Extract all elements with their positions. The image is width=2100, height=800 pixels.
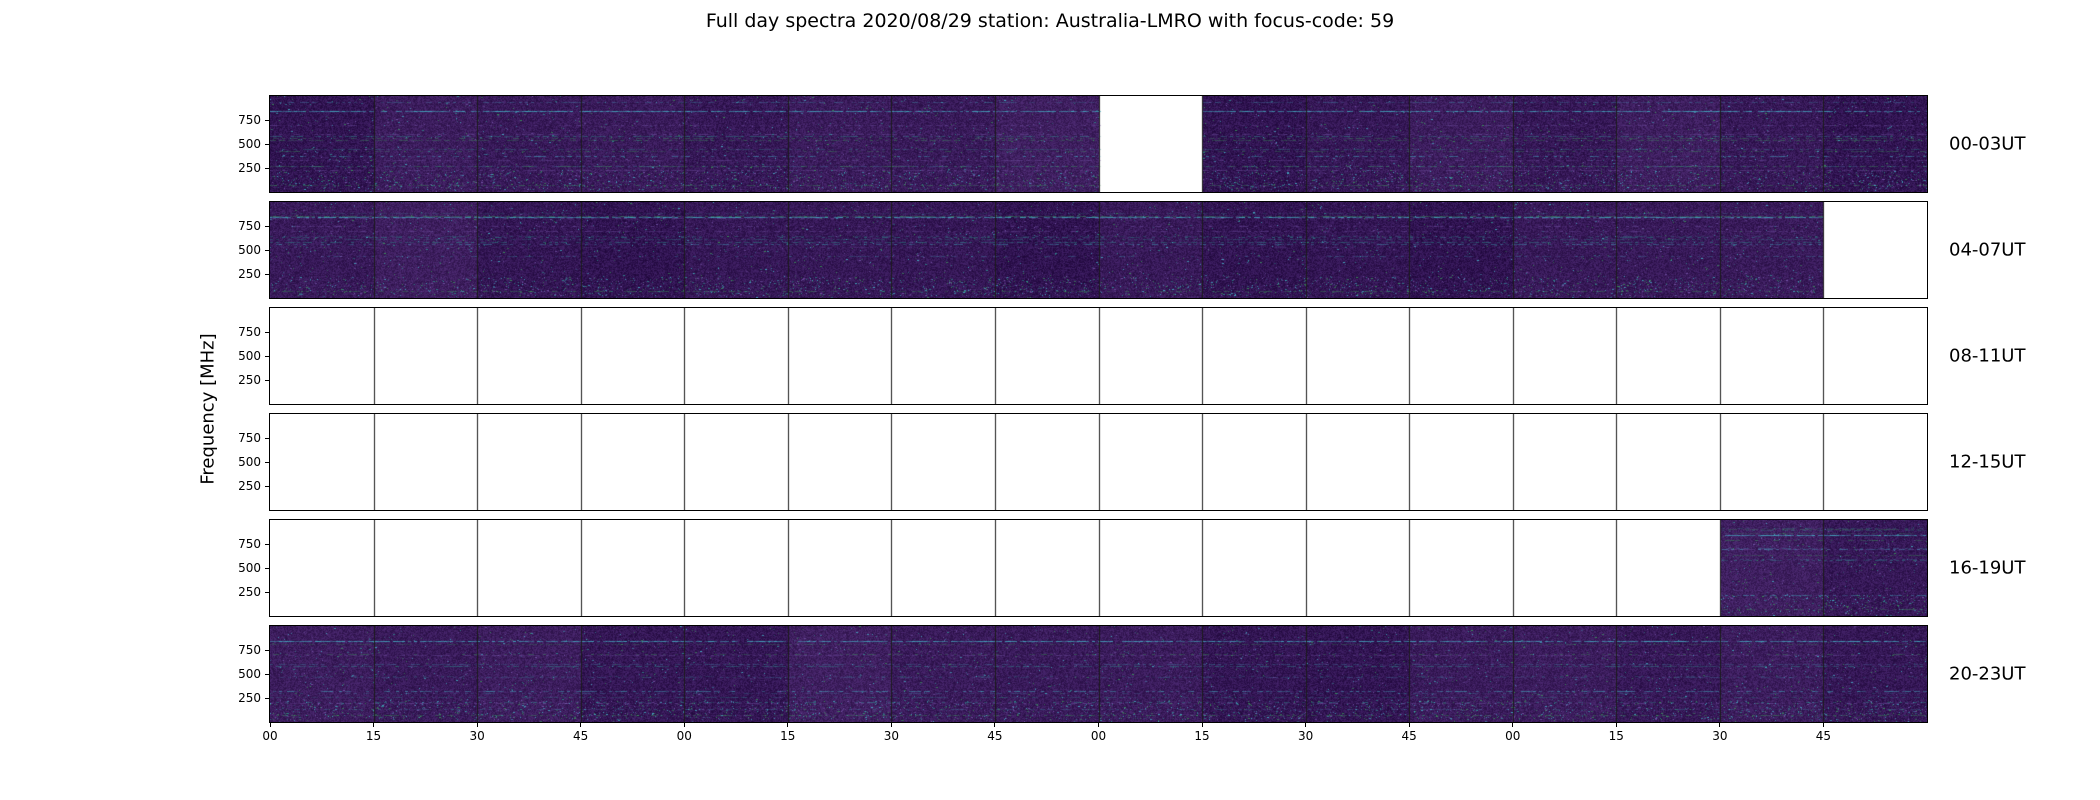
y-tick-mark <box>265 119 269 121</box>
x-tick-mark <box>269 723 271 727</box>
y-tick-label: 500 <box>238 137 261 151</box>
panel-time-label: 20-23UT <box>1949 663 2026 685</box>
chart-title: Full day spectra 2020/08/29 station: Aus… <box>705 10 1395 32</box>
spectrogram-canvas <box>270 520 1927 616</box>
spectra-panel-04-07ut: 750 500 250 04-07UT <box>238 201 2025 299</box>
y-tick-label: 250 <box>238 161 261 175</box>
panel-time-label: 08-11UT <box>1949 345 2026 367</box>
x-tick-mark <box>890 723 892 727</box>
x-tick-mark <box>1615 723 1617 727</box>
y-tick-label: 500 <box>238 667 261 681</box>
spectrogram-canvas <box>270 626 1927 722</box>
x-tick-label: 45 <box>573 729 589 743</box>
spectrogram-canvas <box>270 96 1927 192</box>
x-tick-label: 00 <box>676 729 692 743</box>
x-tick-label: 15 <box>365 729 382 743</box>
panel-time-label: 04-07UT <box>1949 239 2026 261</box>
spectra-panel-12-15ut: 750 500 250 12-15UT <box>238 413 2025 511</box>
x-tick-mark <box>1305 723 1307 727</box>
x-tick-mark <box>1512 723 1514 727</box>
x-tick-label: 15 <box>1194 729 1210 743</box>
y-tick-mark <box>265 225 269 227</box>
y-tick-mark <box>265 567 269 569</box>
panel-time-label: 00-03UT <box>1949 133 2026 155</box>
x-tick-label: 30 <box>883 729 900 743</box>
x-tick-mark <box>994 723 996 727</box>
y-tick-mark <box>265 273 269 275</box>
y-tick-mark <box>265 167 269 169</box>
x-tick-mark <box>1098 723 1099 727</box>
y-tick-label: 250 <box>238 373 261 387</box>
x-tick-mark <box>373 723 375 727</box>
y-tick-mark <box>265 649 269 651</box>
x-tick-label: 00 <box>1090 729 1107 743</box>
y-tick-mark <box>265 673 269 675</box>
x-tick-mark <box>1408 723 1410 727</box>
x-tick-mark <box>1201 723 1203 727</box>
y-tick-label: 500 <box>238 243 261 257</box>
spectra-panel-16-19ut: 750 500 250 16-19UT <box>238 519 2025 617</box>
y-tick-label: 750 <box>238 431 261 445</box>
spectra-panel-08-11ut: 750 500 250 08-11UT <box>238 307 2025 405</box>
y-tick-label: 750 <box>238 219 261 233</box>
spectrogram-canvas <box>270 414 1927 510</box>
y-tick-label: 500 <box>238 455 261 469</box>
y-tick-mark <box>265 249 269 251</box>
y-tick-label: 250 <box>238 267 261 281</box>
x-tick-label: 30 <box>1297 729 1314 743</box>
spectrogram-canvas <box>270 308 1927 404</box>
y-tick-label: 500 <box>238 349 261 363</box>
y-tick-mark <box>265 485 269 487</box>
y-tick-mark <box>265 543 269 545</box>
spectra-panel-00-03ut: 750 500 250 00-03UT <box>238 95 2025 193</box>
y-tick-label: 750 <box>238 643 261 657</box>
x-tick-mark <box>787 723 789 727</box>
panel-time-label: 12-15UT <box>1949 451 2026 473</box>
x-tick-mark <box>580 723 582 727</box>
spectrogram-canvas <box>270 202 1927 298</box>
x-tick-label: 45 <box>987 729 1003 743</box>
x-tick-mark <box>683 723 685 727</box>
y-tick-mark <box>265 379 269 381</box>
x-tick-label: 30 <box>1712 729 1728 743</box>
x-tick-label: 15 <box>1608 729 1624 743</box>
x-tick-label: 00 <box>1505 729 1521 743</box>
y-tick-label: 250 <box>238 585 261 599</box>
y-tick-mark <box>265 437 269 439</box>
y-tick-mark <box>265 591 269 593</box>
x-tick-label: 15 <box>780 729 796 743</box>
panel-time-label: 16-19UT <box>1949 557 2026 579</box>
y-tick-label: 500 <box>238 561 261 575</box>
y-tick-label: 750 <box>238 325 261 339</box>
x-tick-mark <box>1719 723 1721 727</box>
y-tick-mark <box>265 461 269 463</box>
y-tick-mark <box>265 143 269 145</box>
x-tick-mark <box>1822 723 1824 727</box>
x-tick-label: 00 <box>262 729 278 743</box>
y-axis-label: Frequency [MHz] <box>197 333 219 485</box>
y-tick-mark <box>265 697 269 699</box>
x-tick-label: 45 <box>1815 729 1832 743</box>
y-tick-label: 750 <box>238 537 261 551</box>
y-tick-label: 250 <box>238 691 261 705</box>
x-tick-label: 30 <box>469 729 485 743</box>
spectra-panel-20-23ut: 750 500 250 20-23UT <box>238 625 2025 723</box>
y-tick-label: 750 <box>238 113 261 127</box>
y-tick-label: 250 <box>238 479 261 493</box>
x-tick-label: 45 <box>1401 729 1417 743</box>
y-tick-mark <box>265 331 269 333</box>
x-axis: 00 15 30 45 00 15 30 45 00 15 30 45 00 15 30 45 <box>262 723 1927 753</box>
x-tick-mark <box>476 723 478 727</box>
y-tick-mark <box>265 355 269 357</box>
